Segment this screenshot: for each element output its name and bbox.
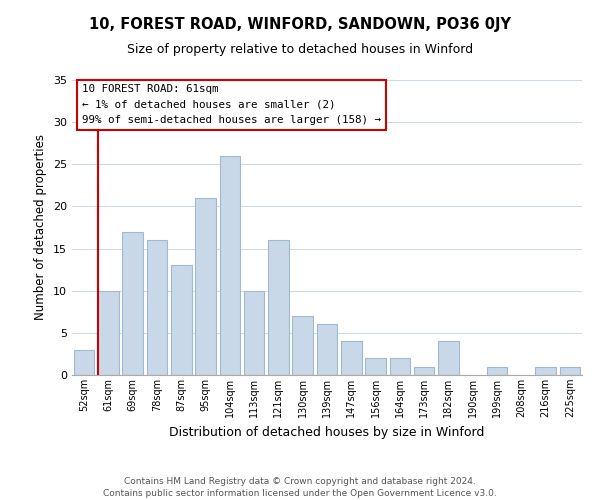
Text: Contains HM Land Registry data © Crown copyright and database right 2024.: Contains HM Land Registry data © Crown c… bbox=[124, 478, 476, 486]
Bar bbox=[171, 266, 191, 375]
Bar bbox=[195, 198, 216, 375]
Bar bbox=[414, 366, 434, 375]
Bar bbox=[365, 358, 386, 375]
X-axis label: Distribution of detached houses by size in Winford: Distribution of detached houses by size … bbox=[169, 426, 485, 438]
Bar bbox=[438, 342, 459, 375]
Bar bbox=[292, 316, 313, 375]
Bar bbox=[389, 358, 410, 375]
Text: Contains public sector information licensed under the Open Government Licence v3: Contains public sector information licen… bbox=[103, 489, 497, 498]
Bar bbox=[317, 324, 337, 375]
Bar bbox=[74, 350, 94, 375]
Bar bbox=[98, 290, 119, 375]
Bar bbox=[535, 366, 556, 375]
Bar bbox=[146, 240, 167, 375]
Text: Size of property relative to detached houses in Winford: Size of property relative to detached ho… bbox=[127, 42, 473, 56]
Text: 10 FOREST ROAD: 61sqm
← 1% of detached houses are smaller (2)
99% of semi-detach: 10 FOREST ROAD: 61sqm ← 1% of detached h… bbox=[82, 84, 381, 125]
Bar bbox=[268, 240, 289, 375]
Bar bbox=[244, 290, 265, 375]
Bar bbox=[487, 366, 508, 375]
Bar bbox=[341, 342, 362, 375]
Bar bbox=[560, 366, 580, 375]
Y-axis label: Number of detached properties: Number of detached properties bbox=[34, 134, 47, 320]
Bar bbox=[220, 156, 240, 375]
Text: 10, FOREST ROAD, WINFORD, SANDOWN, PO36 0JY: 10, FOREST ROAD, WINFORD, SANDOWN, PO36 … bbox=[89, 18, 511, 32]
Bar bbox=[122, 232, 143, 375]
